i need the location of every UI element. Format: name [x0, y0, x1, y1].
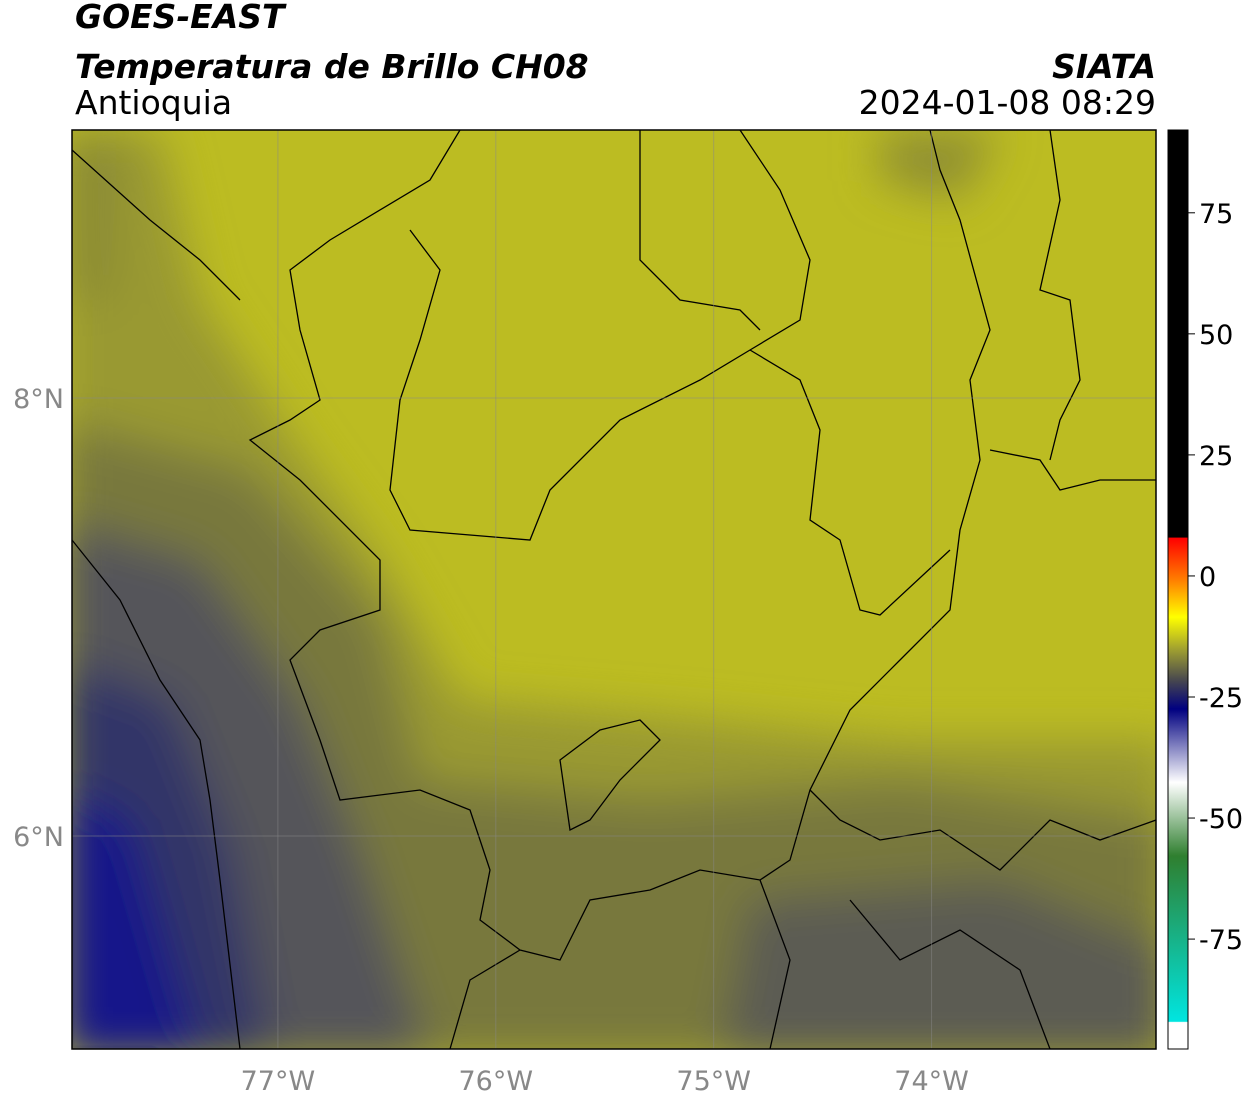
colorbar-label: -25: [1199, 683, 1243, 714]
subtitle: Temperatura de Brillo CH08: [75, 47, 589, 86]
colorbar-label: 0: [1199, 562, 1216, 593]
lat-label: 8°N: [13, 384, 64, 415]
region: Antioquia: [75, 83, 232, 122]
satellite-image: [72, 130, 1156, 1049]
lon-label: 77°W: [241, 1066, 316, 1097]
graticule: [72, 130, 1156, 1049]
datetime: 2024-01-08 08:29: [859, 83, 1156, 122]
lon-label: 76°W: [459, 1066, 534, 1097]
lon-label: 75°W: [676, 1066, 751, 1097]
colorbar-label: -50: [1199, 804, 1243, 835]
map-frame: [71, 129, 1157, 1050]
lon-label: 74°W: [894, 1066, 969, 1097]
colorbar-label: -75: [1199, 925, 1243, 956]
lat-label: 6°N: [13, 822, 64, 853]
colorbar-label: 25: [1199, 441, 1233, 472]
title: GOES-EAST: [75, 0, 287, 36]
colorbar: [1167, 129, 1189, 1050]
colorbar-label: 50: [1199, 320, 1233, 351]
colorbar-label: 75: [1199, 199, 1233, 230]
source: SIATA: [1052, 47, 1156, 86]
